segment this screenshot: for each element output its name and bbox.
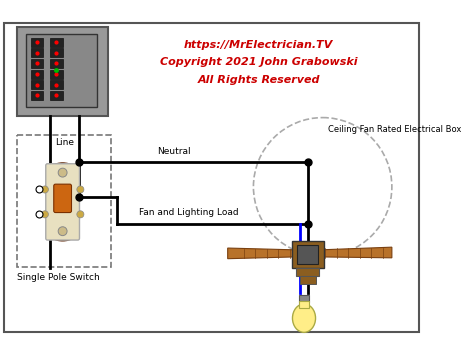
Bar [50,38,63,47]
FancyBboxPatch shape [46,164,80,240]
Bar [50,70,63,78]
Bar [31,70,43,78]
Text: https://MrElectrician.TV: https://MrElectrician.TV [184,39,333,49]
Ellipse shape [47,222,78,241]
FancyBboxPatch shape [54,184,72,213]
Text: Copyright 2021 John Grabowski: Copyright 2021 John Grabowski [160,57,357,67]
Bar [297,245,318,264]
Bar [31,48,43,57]
Ellipse shape [292,304,316,332]
Text: Fan and Lighting Load: Fan and Lighting Load [139,208,238,217]
Bar [50,48,63,57]
Text: Single Pole Switch: Single Pole Switch [18,273,100,282]
Circle shape [58,168,67,177]
Circle shape [58,227,67,236]
Text: All Rights Reserved: All Rights Reserved [198,75,320,85]
Bar [50,80,63,89]
Bar [296,268,319,277]
Ellipse shape [47,163,78,182]
Bar [50,91,63,100]
Bar [292,241,324,268]
Circle shape [77,186,84,193]
Polygon shape [321,247,392,258]
Bar [18,135,110,267]
Circle shape [41,211,48,218]
Bar [18,27,108,116]
Bar [31,91,43,100]
Bar [300,277,316,284]
Bar [50,59,63,68]
Circle shape [41,186,48,193]
Bar [26,34,97,107]
Text: Neutral: Neutral [157,147,191,156]
Bar [299,295,310,302]
Text: Line: Line [55,138,73,147]
Bar [31,59,43,68]
Bar [299,301,310,308]
Circle shape [77,211,84,218]
Bar [31,80,43,89]
Bar [31,38,43,47]
Polygon shape [228,248,294,259]
Text: Ceiling Fan Rated Electrical Box: Ceiling Fan Rated Electrical Box [328,125,461,134]
